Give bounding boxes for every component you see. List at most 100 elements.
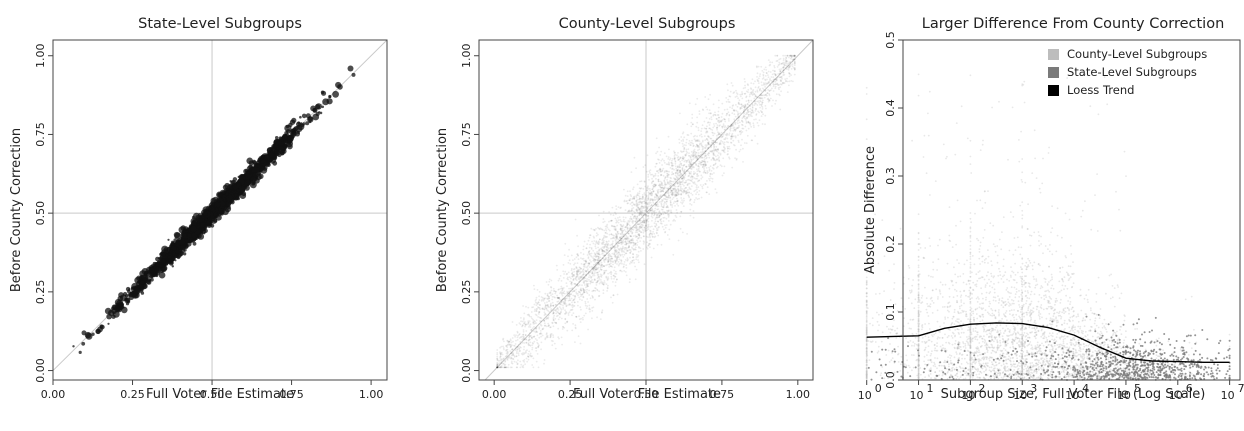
data-point — [577, 335, 580, 338]
data-point — [772, 76, 775, 78]
data-point — [520, 317, 522, 319]
data-point — [602, 292, 605, 295]
data-point — [708, 109, 711, 111]
data-point — [550, 279, 553, 282]
data-point — [712, 114, 715, 117]
data-point — [637, 254, 640, 257]
data-point — [790, 80, 793, 82]
data-point — [701, 176, 704, 179]
data-point — [780, 68, 783, 70]
data-point — [718, 159, 720, 162]
data-point — [560, 299, 563, 302]
data-point — [621, 232, 624, 235]
data-point — [752, 122, 755, 125]
data-point — [642, 207, 645, 210]
data-point — [601, 309, 604, 312]
data-point — [552, 319, 555, 322]
data-point — [214, 201, 221, 208]
data-point — [715, 158, 718, 161]
data-point — [696, 173, 699, 175]
data-point — [723, 132, 726, 134]
data-point — [766, 98, 769, 101]
data-point — [568, 292, 571, 295]
data-point — [510, 352, 512, 355]
data-point — [578, 284, 581, 286]
data-point — [759, 87, 762, 90]
data-point — [620, 243, 623, 246]
data-point — [594, 258, 597, 261]
data-point — [595, 255, 598, 257]
data-point — [711, 131, 714, 134]
data-point — [750, 125, 753, 128]
data-point — [526, 314, 529, 316]
data-point — [593, 255, 596, 258]
data-point — [638, 226, 641, 228]
data-point — [557, 336, 560, 339]
data-point — [712, 143, 715, 146]
data-point — [694, 154, 697, 156]
data-point — [553, 290, 555, 292]
data-point — [733, 109, 736, 111]
data-point — [634, 248, 637, 251]
data-point — [668, 158, 671, 161]
data-point — [750, 99, 753, 102]
data-point — [634, 278, 637, 281]
data-point — [652, 230, 654, 233]
data-point — [683, 168, 686, 171]
data-point — [598, 238, 601, 241]
data-point — [688, 187, 691, 190]
data-point — [133, 287, 141, 295]
data-point — [656, 203, 659, 206]
data-point — [580, 287, 582, 290]
data-point — [671, 168, 673, 170]
data-point — [244, 171, 250, 177]
diagonal-reference-line — [484, 39, 814, 381]
data-point — [683, 184, 685, 187]
data-point — [644, 197, 647, 200]
data-point — [681, 188, 684, 190]
data-point — [604, 228, 607, 230]
data-point — [681, 159, 683, 162]
data-point — [631, 228, 633, 230]
data-point — [634, 246, 637, 249]
data-point — [736, 122, 739, 125]
data-point — [681, 199, 683, 202]
data-point — [616, 231, 619, 233]
data-point — [498, 363, 501, 366]
data-point — [261, 164, 268, 171]
data-point — [695, 184, 698, 187]
data-point — [643, 235, 645, 238]
data-point — [291, 117, 297, 123]
data-point — [535, 296, 538, 299]
data-point — [767, 59, 770, 61]
data-point — [260, 160, 265, 164]
data-point — [620, 233, 622, 236]
data-point — [743, 142, 746, 144]
data-point — [639, 225, 642, 228]
data-point — [580, 308, 582, 311]
data-point — [647, 176, 650, 178]
data-point — [496, 353, 499, 356]
data-point — [627, 202, 629, 205]
data-point — [212, 207, 219, 214]
data-point — [572, 298, 575, 301]
data-point — [587, 268, 589, 271]
data-point — [696, 180, 699, 183]
data-point — [616, 293, 619, 296]
data-point — [654, 165, 657, 168]
data-point — [631, 209, 634, 212]
data-point — [615, 219, 618, 222]
data-point — [552, 287, 555, 290]
data-point — [693, 201, 696, 204]
data-point — [737, 117, 740, 120]
data-point — [507, 356, 510, 358]
data-point — [729, 90, 732, 93]
data-point — [648, 170, 651, 173]
data-point — [566, 292, 569, 294]
data-point — [590, 252, 593, 255]
data-point — [626, 224, 628, 227]
data-point — [652, 228, 655, 231]
data-point — [500, 360, 503, 363]
data-point — [617, 232, 620, 235]
data-point — [712, 134, 715, 137]
